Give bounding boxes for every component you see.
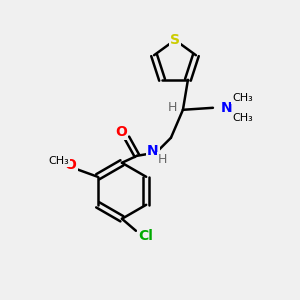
Text: S: S [170, 33, 180, 47]
Text: CH₃: CH₃ [232, 93, 253, 103]
Text: CH₃: CH₃ [232, 113, 253, 123]
Text: H: H [158, 153, 168, 166]
Text: CH₃: CH₃ [48, 156, 69, 166]
Text: O: O [115, 125, 127, 139]
Text: N: N [221, 101, 233, 115]
Text: Cl: Cl [139, 229, 153, 243]
Text: N: N [147, 144, 159, 158]
Text: O: O [65, 158, 76, 172]
Text: H: H [168, 101, 178, 114]
